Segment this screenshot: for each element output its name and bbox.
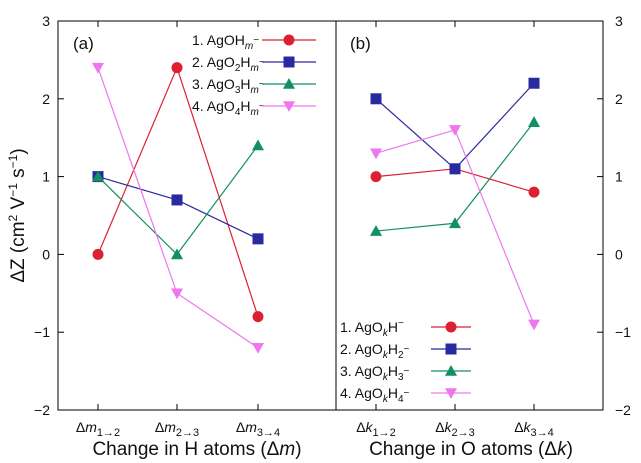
legend-entry-3: 3. AgOkH3−: [340, 363, 410, 383]
y-tick-label: −2: [34, 402, 50, 418]
panel-label: (a): [73, 34, 94, 53]
x-tick-label: Δm3→4: [236, 419, 280, 439]
data-point: [370, 93, 382, 105]
x-axis-label: Change in O atoms (Δk): [369, 439, 573, 460]
series-line-3: [375, 121, 535, 232]
legend-marker: [283, 56, 295, 68]
data-point: [252, 342, 264, 354]
y-tick-label: 3: [42, 13, 50, 29]
panel-label: (b): [350, 34, 371, 53]
y-tick-label: 1: [615, 169, 623, 185]
data-point: [252, 311, 264, 323]
y-tick-label: 0: [615, 246, 623, 262]
y-tick-label: −2: [615, 402, 631, 418]
y-tick-label: 0: [42, 246, 50, 262]
x-axis-label: Change in H atoms (Δm): [92, 439, 301, 460]
legend-marker: [445, 321, 457, 333]
data-point: [252, 233, 264, 245]
legend-entry-4: 4. AgO4Hm−: [192, 98, 265, 118]
legend-entry-1: 1. AgOkH−: [340, 318, 404, 339]
data-point: [252, 139, 264, 151]
x-tick-label: Δk1→2: [356, 419, 396, 439]
legend-entry-4: 4. AgOkH4−: [340, 385, 410, 405]
x-tick-label: Δk3→4: [514, 419, 554, 439]
data-point: [171, 248, 183, 260]
data-point: [92, 170, 104, 182]
y-tick-label: 2: [615, 91, 623, 107]
legend-entry-2: 2. AgOkH2−: [340, 341, 410, 361]
data-point: [171, 288, 183, 300]
y-tick-label: 1: [42, 169, 50, 185]
data-point: [92, 62, 104, 74]
y-tick-label: −1: [34, 324, 50, 340]
data-point: [449, 163, 461, 175]
data-point: [528, 186, 540, 198]
legend-marker: [445, 388, 457, 399]
data-point: [528, 116, 540, 127]
legend-marker: [283, 34, 295, 46]
data-point: [171, 194, 183, 206]
x-tick-label: Δm2→3: [155, 419, 199, 439]
y-tick-label: −1: [615, 324, 631, 340]
data-point: [528, 319, 540, 331]
data-point: [370, 225, 382, 236]
legend-marker: [445, 343, 457, 355]
data-point: [528, 77, 540, 89]
data-point: [370, 171, 382, 183]
legend-entry-3: 3. AgO3Hm−: [192, 76, 265, 96]
panel-frame-2: [335, 20, 604, 411]
y-tick-label: 3: [615, 13, 623, 29]
data-point: [171, 62, 183, 74]
data-point: [370, 148, 382, 160]
x-tick-label: Δm1→2: [76, 419, 120, 439]
legend-marker: [283, 78, 295, 89]
data-point: [449, 217, 461, 229]
legend-marker: [445, 365, 457, 376]
data-point: [449, 125, 461, 136]
series-line-2: [97, 176, 259, 240]
data-point: [92, 248, 104, 260]
legend-entry-2: 2. AgO2Hm−: [192, 54, 265, 74]
y-axis-label: ΔZ (cm2 V−1 s−1): [6, 148, 29, 282]
y-tick-label: 2: [42, 91, 50, 107]
legend-marker: [283, 101, 295, 112]
x-tick-label: Δk2→3: [435, 419, 475, 439]
legend-entry-1: 1. AgOHm−: [192, 32, 259, 52]
